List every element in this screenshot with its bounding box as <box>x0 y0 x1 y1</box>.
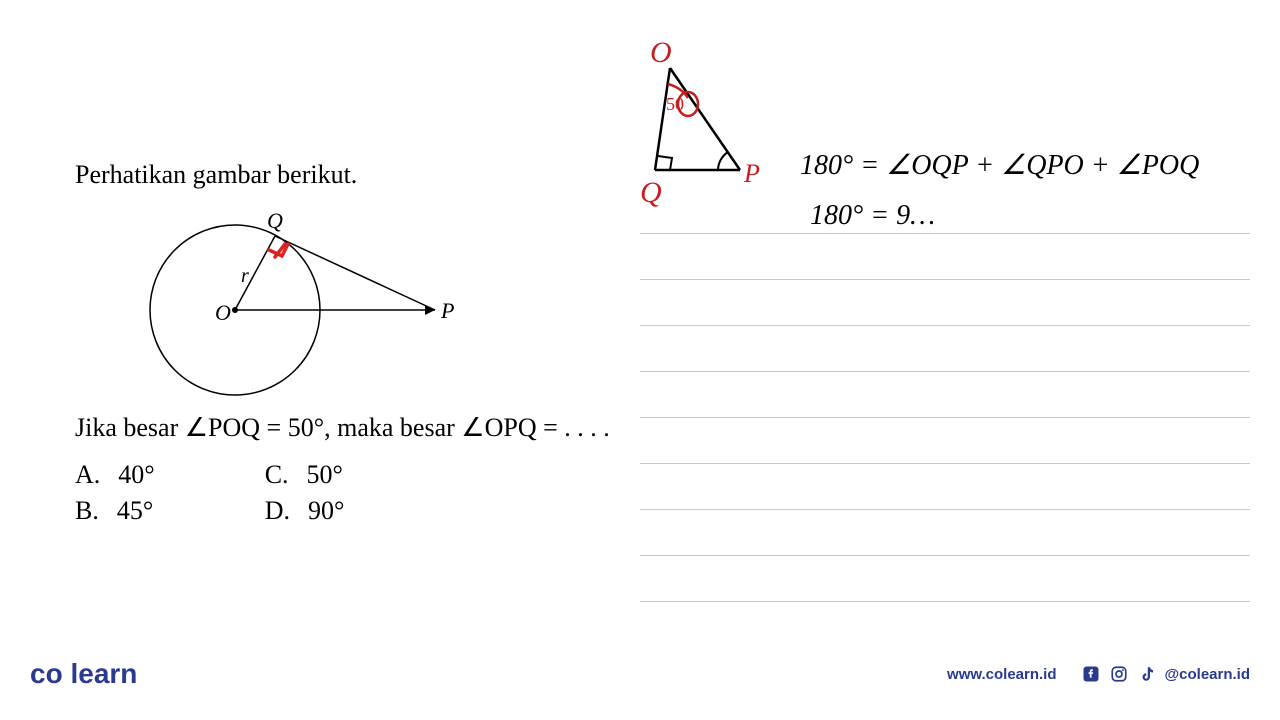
option-d: D.90° <box>265 496 345 526</box>
tiktok-icon[interactable] <box>1137 664 1157 684</box>
workings-panel: 50 O Q P 180° = ∠OQP + ∠QPO + ∠POQ 180° … <box>640 40 1260 200</box>
geometry-figure: O P Q r <box>145 200 545 400</box>
footer-right: www.colearn.id @colearn.id <box>947 664 1250 684</box>
label-r: r <box>241 265 249 287</box>
social-handle[interactable]: @colearn.id <box>1165 666 1250 683</box>
label-Q: Q <box>267 208 283 233</box>
footer-bar: co learn www.colearn.id @colearn.id <box>0 658 1280 690</box>
label-O: O <box>215 300 231 325</box>
label-P: P <box>440 298 454 323</box>
ruled-lines-area <box>640 188 1250 602</box>
social-icons: @colearn.id <box>1081 664 1250 684</box>
option-c: C.50° <box>265 460 345 490</box>
logo-learn-text: learn <box>70 658 137 689</box>
option-a: A.40° <box>75 460 155 490</box>
triangle-sketch: 50 O Q P <box>640 40 800 210</box>
instagram-icon[interactable] <box>1109 664 1129 684</box>
equation-line-1: 180° = ∠OQP + ∠QPO + ∠POQ <box>800 148 1199 182</box>
handdrawn-triangle: 50 O Q P 180° = ∠OQP + ∠QPO + ∠POQ 180° … <box>640 40 1260 200</box>
option-b: B.45° <box>75 496 155 526</box>
question-text: Jika besar ∠POQ = 50°, maka besar ∠OPQ =… <box>75 410 625 446</box>
answer-options: A.40° B.45° C.50° D.90° <box>75 460 625 526</box>
website-link[interactable]: www.colearn.id <box>947 666 1056 683</box>
facebook-icon[interactable] <box>1081 664 1101 684</box>
hand-label-P: P <box>743 159 760 188</box>
question-panel: Perhatikan gambar berikut. O P Q r Jika … <box>75 160 625 526</box>
circle-tangent-diagram: O P Q r <box>145 200 545 400</box>
brand-logo: co learn <box>30 658 137 690</box>
hand-label-O: O <box>650 40 672 69</box>
angle-50-label: 50 <box>666 94 684 114</box>
instruction-text: Perhatikan gambar berikut. <box>75 160 625 190</box>
logo-co-text: co <box>30 658 63 689</box>
